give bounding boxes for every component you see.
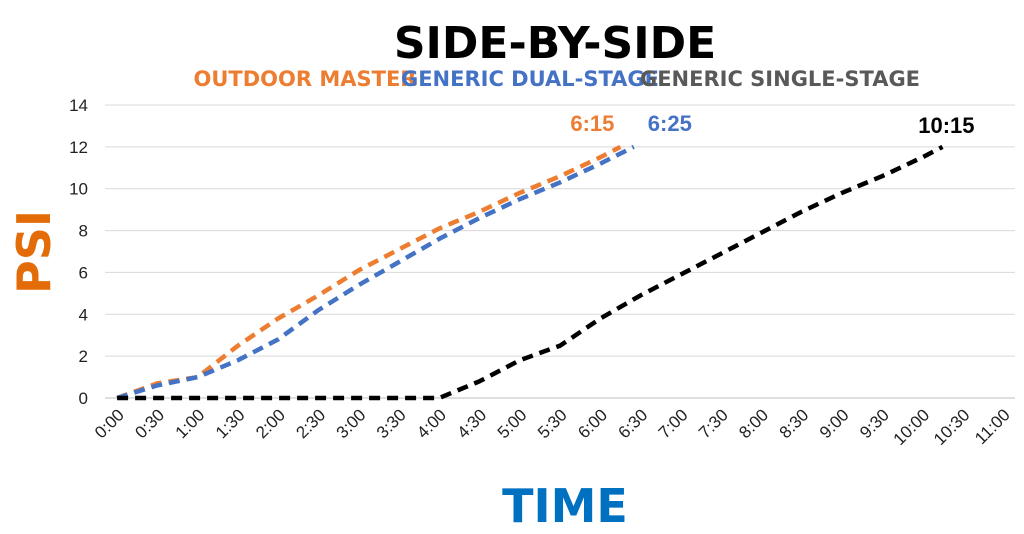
series-lines (116, 144, 944, 401)
y-tick-label: 0 (79, 389, 88, 408)
x-tick-label: 5:00 (494, 405, 531, 442)
x-tick-label: 0:00 (91, 405, 128, 442)
end-label: 10:15 (918, 113, 974, 138)
x-tick-label: 7:00 (655, 405, 692, 442)
x-tick-label: 6:00 (574, 405, 611, 442)
x-tick-label: 10:30 (930, 405, 974, 449)
gridlines (105, 104, 1015, 399)
y-tick-label: 2 (79, 347, 88, 366)
y-axis-label: PSI (7, 210, 61, 294)
series-line (116, 144, 635, 401)
x-tick-label: 10:00 (890, 405, 934, 449)
y-tick-label: 6 (79, 263, 88, 282)
x-tick-label: 3:30 (373, 405, 410, 442)
y-axis-ticks: 0 2 4 6 8 10 12 14 (69, 96, 88, 408)
x-tick-label: 4:00 (413, 405, 450, 442)
x-tick-label: 4:30 (453, 405, 490, 442)
legend-entry: GENERIC SINGLE-STAGE (640, 67, 920, 91)
x-tick-label: 11:00 (971, 405, 1014, 448)
x-tick-label: 3:00 (333, 405, 370, 442)
x-tick-label: 2:30 (292, 405, 329, 442)
x-tick-label: 8:00 (735, 405, 772, 442)
x-tick-label: 7:30 (695, 405, 732, 442)
x-tick-label: 9:30 (856, 405, 893, 442)
end-label: 6:15 (570, 111, 614, 136)
end-labels: 6:15 6:25 10:15 (570, 111, 974, 138)
x-tick-label: 8:30 (776, 405, 813, 442)
x-tick-label: 9:00 (816, 405, 853, 442)
y-tick-label: 8 (79, 222, 88, 241)
x-tick-label: 5:30 (534, 405, 571, 442)
series-line (117, 144, 944, 401)
x-tick-label: 0:30 (131, 405, 168, 442)
legend-entry: GENERIC DUAL-STAGE (401, 67, 659, 91)
x-tick-label: 6:30 (615, 405, 652, 442)
chart-title: SIDE-BY-SIDE (394, 18, 716, 69)
x-tick-label: 2:00 (252, 405, 289, 442)
y-tick-label: 12 (69, 138, 88, 157)
x-tick-label: 1:00 (172, 405, 209, 442)
y-tick-label: 10 (69, 180, 88, 199)
end-label: 6:25 (648, 111, 692, 136)
x-axis-ticks: 0:00 0:30 1:00 1:30 2:00 2:30 3:00 3:30 4:00 4:30… (91, 405, 1014, 449)
x-axis-label: TIME (502, 479, 628, 533)
legend-entry: OUTDOOR MASTER (194, 67, 417, 91)
y-tick-label: 4 (79, 305, 88, 324)
x-tick-label: 1:30 (212, 405, 249, 442)
y-tick-label: 14 (69, 96, 88, 115)
